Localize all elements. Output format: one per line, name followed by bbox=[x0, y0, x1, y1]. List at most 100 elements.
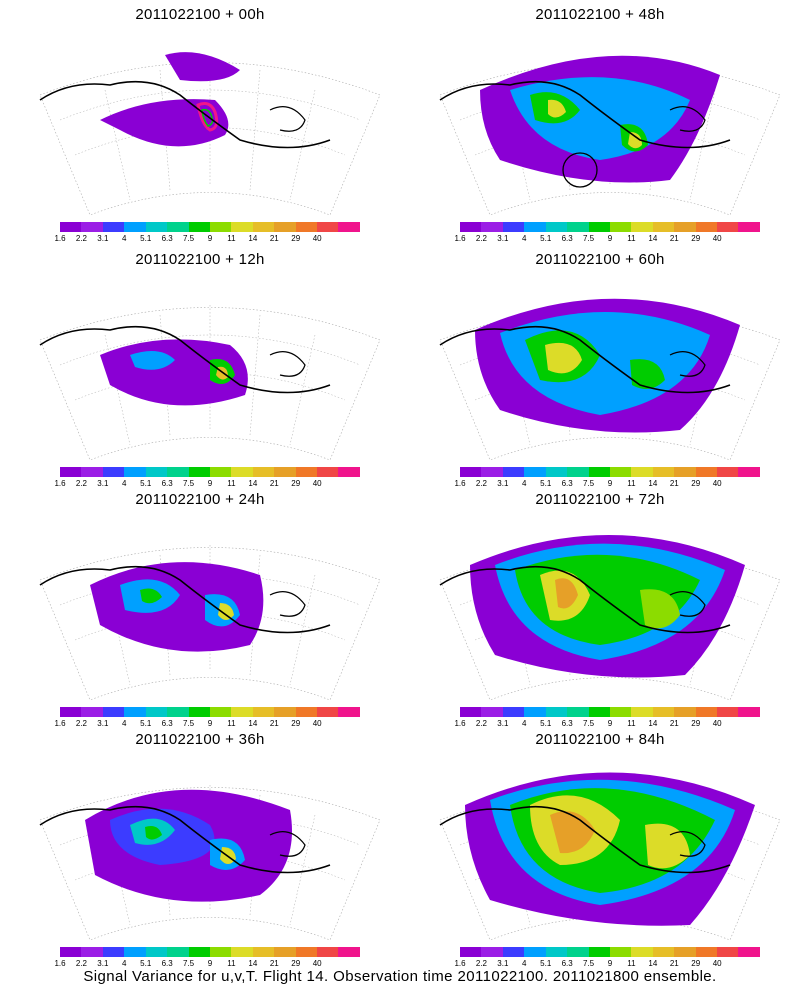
colorbar-tick-label: 6.3 bbox=[161, 719, 173, 728]
colorbar-tick-label: 7.5 bbox=[183, 719, 195, 728]
colorbar-swatch bbox=[567, 467, 589, 477]
colorbar-swatch bbox=[545, 947, 568, 957]
colorbar-swatch bbox=[102, 707, 125, 717]
colorbar-swatch bbox=[502, 947, 525, 957]
colorbar-tick-label: 7.5 bbox=[583, 479, 595, 488]
colorbar-swatch bbox=[231, 707, 253, 717]
colorbar-swatch bbox=[567, 222, 589, 232]
colorbar-swatch bbox=[738, 707, 760, 717]
colorbar-swatch bbox=[145, 467, 168, 477]
colorbar-swatch bbox=[209, 707, 232, 717]
colorbar-tick-label: 21 bbox=[269, 234, 279, 243]
colorbar-tick-label: 11 bbox=[627, 234, 636, 243]
colorbar-tick-label: 4 bbox=[522, 959, 527, 968]
colorbar-tick-label: 6.3 bbox=[161, 479, 173, 488]
colorbar-swatch bbox=[81, 707, 103, 717]
colorbar-tick-label: 14 bbox=[248, 479, 258, 488]
colorbar-tick-label: 9 bbox=[207, 959, 213, 968]
colorbar-swatch bbox=[252, 222, 275, 232]
target-circle bbox=[562, 152, 598, 188]
colorbar-tick-label: 4 bbox=[122, 479, 127, 488]
colorbar-swatch bbox=[167, 947, 189, 957]
colorbar-swatch bbox=[695, 947, 718, 957]
colorbar-tick-label: 7.5 bbox=[583, 719, 595, 728]
colorbar-swatch bbox=[588, 947, 610, 957]
colorbar-tick-label: 1.6 bbox=[54, 234, 66, 243]
colorbar-swatch bbox=[102, 947, 125, 957]
colorbar-tick-label: 4 bbox=[122, 959, 127, 968]
colorbar-swatch bbox=[167, 467, 189, 477]
colorbar-swatch bbox=[652, 947, 675, 957]
colorbar-tick-label: 40 bbox=[712, 479, 722, 488]
colorbar-swatch bbox=[60, 467, 82, 477]
colorbar-swatch bbox=[674, 947, 696, 957]
colorbar-tick-label: 3.1 bbox=[497, 234, 509, 243]
colorbar-swatch bbox=[481, 222, 503, 232]
colorbar-tick-label: 40 bbox=[312, 234, 322, 243]
colorbar-tick-label: 6.3 bbox=[561, 719, 573, 728]
colorbar-swatch bbox=[295, 467, 318, 477]
colorbar-tick-label: 2.2 bbox=[475, 719, 487, 728]
colorbar-tick-label: 21 bbox=[669, 234, 679, 243]
colorbar-swatch bbox=[188, 947, 210, 957]
colorbar bbox=[60, 467, 360, 477]
panel-title: 2011022100 + 60h bbox=[535, 251, 665, 268]
colorbar-swatch bbox=[274, 947, 296, 957]
colorbar-tick-label: 29 bbox=[691, 479, 701, 488]
colorbar-swatch bbox=[317, 222, 339, 232]
colorbar-tick-label: 29 bbox=[691, 234, 701, 243]
colorbar-ticks: 1.6 2.2 3.1 4 5.1 6.3 7.5 9 11 14 21 29 40 bbox=[448, 479, 760, 489]
colorbar-tick-label: 11 bbox=[627, 479, 636, 488]
map bbox=[39, 52, 381, 216]
colorbar-ticks: 1.6 2.2 3.1 4 5.1 6.3 7.5 9 11 14 21 29 40 bbox=[48, 479, 360, 489]
colorbar-swatch bbox=[209, 947, 232, 957]
colorbar-tick-label: 7.5 bbox=[583, 959, 595, 968]
colorbar-tick-label: 29 bbox=[291, 959, 301, 968]
colorbar-tick-label: 3.1 bbox=[97, 234, 109, 243]
colorbar-tick-label: 3.1 bbox=[97, 719, 109, 728]
colorbar-swatch bbox=[102, 467, 125, 477]
colorbar bbox=[460, 467, 760, 477]
colorbar-swatch bbox=[609, 222, 632, 232]
colorbar-tick-label: 1.6 bbox=[454, 719, 466, 728]
colorbar-tick-label: 40 bbox=[312, 959, 322, 968]
panel-36h: 2011022100 + 36h 1.6 2.2 3.1 4 5.1 6.3 7.5 9 11 1… bbox=[0, 725, 400, 968]
colorbar-tick-label: 40 bbox=[312, 479, 322, 488]
colorbar-tick-label: 29 bbox=[291, 234, 301, 243]
colorbar-tick-label: 6.3 bbox=[561, 479, 573, 488]
colorbar-swatch bbox=[274, 222, 296, 232]
panel-title: 2011022100 + 84h bbox=[535, 731, 665, 748]
colorbar-tick-label: 3.1 bbox=[97, 959, 109, 968]
colorbar-tick-label: 3.1 bbox=[497, 959, 509, 968]
colorbar-swatch bbox=[124, 467, 146, 477]
colorbar-swatch bbox=[631, 467, 653, 477]
colorbar-tick-label: 1.6 bbox=[54, 719, 66, 728]
colorbar-tick-label: 6.3 bbox=[561, 959, 573, 968]
colorbar-swatch bbox=[295, 222, 318, 232]
colorbar-tick-label: 9 bbox=[607, 959, 613, 968]
colorbar-swatch bbox=[717, 467, 739, 477]
panel-title: 2011022100 + 00h bbox=[135, 6, 265, 23]
colorbar-swatch bbox=[588, 222, 610, 232]
colorbar-tick-label: 6.3 bbox=[161, 959, 173, 968]
colorbar-swatch bbox=[188, 467, 210, 477]
colorbar-swatch bbox=[652, 467, 675, 477]
panel-title: 2011022100 + 24h bbox=[135, 491, 265, 508]
colorbar-swatch bbox=[609, 467, 632, 477]
colorbar-swatch bbox=[460, 707, 482, 717]
colorbar-tick-label: 29 bbox=[691, 719, 701, 728]
colorbar-tick-label: 14 bbox=[248, 959, 258, 968]
hot-spot bbox=[196, 102, 219, 132]
colorbar-tick-label: 4 bbox=[122, 719, 127, 728]
colorbar-tick-label: 40 bbox=[712, 959, 722, 968]
colorbar-swatch bbox=[231, 947, 253, 957]
colorbar-tick-label: 11 bbox=[227, 479, 236, 488]
colorbar-swatch bbox=[481, 707, 503, 717]
colorbar-tick-label: 11 bbox=[227, 719, 236, 728]
panel-title: 2011022100 + 72h bbox=[535, 491, 665, 508]
colorbar-swatch bbox=[317, 467, 339, 477]
colorbar-swatch bbox=[231, 467, 253, 477]
colorbar-tick-label: 9 bbox=[607, 719, 613, 728]
panel-title: 2011022100 + 12h bbox=[135, 251, 265, 268]
colorbar-tick-label: 14 bbox=[248, 234, 258, 243]
